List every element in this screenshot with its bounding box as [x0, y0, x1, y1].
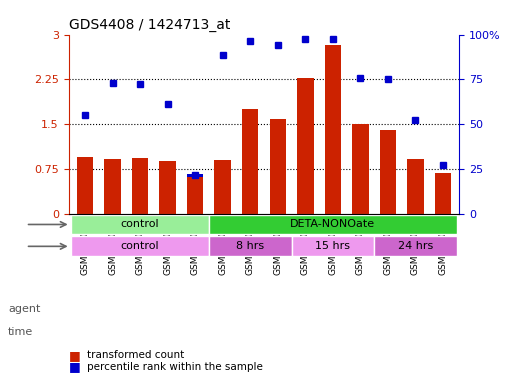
Bar	[105, 159, 121, 214]
Bar	[242, 109, 259, 214]
Text: control: control	[121, 220, 159, 230]
Bar	[269, 119, 286, 214]
Text: ■: ■	[69, 360, 80, 373]
Bar	[77, 157, 93, 214]
Text: 8 hrs: 8 hrs	[236, 241, 265, 252]
Text: ■: ■	[69, 349, 80, 362]
Bar	[132, 158, 148, 214]
Text: time: time	[8, 327, 33, 337]
Bar	[209, 237, 291, 256]
Text: control: control	[121, 241, 159, 252]
Bar	[187, 174, 203, 177]
Bar	[187, 174, 203, 214]
Bar	[325, 45, 341, 214]
Bar	[209, 215, 457, 234]
Text: GDS4408 / 1424713_at: GDS4408 / 1424713_at	[69, 18, 230, 32]
Bar	[374, 237, 457, 256]
Bar	[71, 237, 209, 256]
Bar	[159, 161, 176, 214]
Bar	[407, 159, 423, 214]
Text: percentile rank within the sample: percentile rank within the sample	[87, 362, 263, 372]
Bar	[380, 130, 396, 214]
Text: transformed count: transformed count	[87, 350, 184, 360]
Bar	[71, 215, 209, 234]
Bar	[214, 160, 231, 214]
Text: 15 hrs: 15 hrs	[315, 241, 350, 252]
Bar	[352, 124, 369, 214]
Bar	[435, 173, 451, 214]
Text: DETA-NONOate: DETA-NONOate	[290, 220, 375, 230]
Bar	[291, 237, 374, 256]
Bar	[297, 78, 314, 214]
Text: 24 hrs: 24 hrs	[398, 241, 433, 252]
Text: agent: agent	[8, 304, 40, 314]
